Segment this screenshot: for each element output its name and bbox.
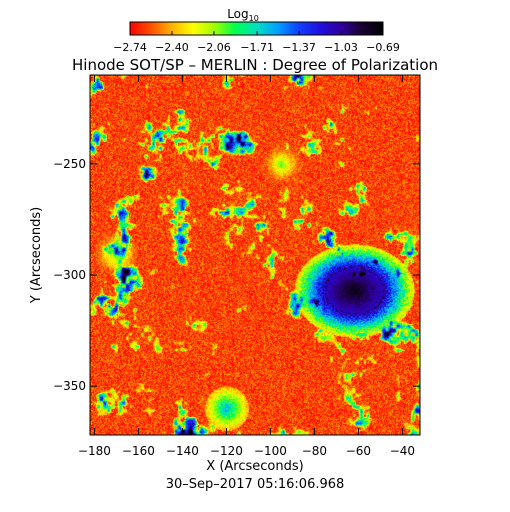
chart-title: Hinode SOT/SP – MERLIN : Degree of Polar… xyxy=(72,56,438,74)
colorbar-tick-label: −2.74 xyxy=(113,41,147,54)
plot-frame xyxy=(89,74,421,436)
y-tick-label: −350 xyxy=(53,379,86,393)
y-axis: −250 −300 −350 xyxy=(53,157,420,393)
y-tick-label: −250 xyxy=(53,157,86,171)
colorbar-tick-label: −1.71 xyxy=(240,41,274,54)
x-tick-label: −60 xyxy=(346,444,371,458)
x-tick-label: −140 xyxy=(166,444,199,458)
x-axis-label: X (Arcseconds) xyxy=(206,459,303,474)
observation-timestamp: 30–Sep–2017 05:16:06.968 xyxy=(166,477,345,492)
colorbar-ticks: −2.74 −2.40 −2.06 −1.71 −1.37 −1.03 −0.69 xyxy=(113,31,400,54)
colorbar-tick-label: −1.03 xyxy=(324,41,358,54)
y-tick-label: −300 xyxy=(53,268,86,282)
x-tick-label: −120 xyxy=(210,444,243,458)
colorbar-tick-label: −2.06 xyxy=(197,41,231,54)
x-tick-label: −160 xyxy=(122,444,155,458)
colorbar-tick-label: −0.69 xyxy=(366,41,400,54)
plot-area: −180 −160 −140 −120 −100 −80 −60 −40 −250 −300 −3… xyxy=(53,74,421,458)
x-tick-label: −180 xyxy=(78,444,111,458)
y-axis-label: Y (Arcseconds) xyxy=(29,207,44,304)
colorbar-label: Log10 xyxy=(227,7,259,23)
x-tick-label: −100 xyxy=(254,444,287,458)
polarization-map xyxy=(90,75,420,435)
colorbar: Log10 −2.74 −2.40 −2.06 −1.71 −1.37 −1.03 −0.6… xyxy=(113,7,400,54)
x-axis: −180 −160 −140 −120 −100 −80 −60 −40 xyxy=(78,75,415,458)
x-tick-label: −40 xyxy=(390,444,415,458)
colorbar-tick-label: −1.37 xyxy=(282,41,316,54)
colorbar-gradient xyxy=(129,21,384,36)
colorbar-tick-label: −2.40 xyxy=(155,41,189,54)
x-tick-label: −80 xyxy=(302,444,327,458)
